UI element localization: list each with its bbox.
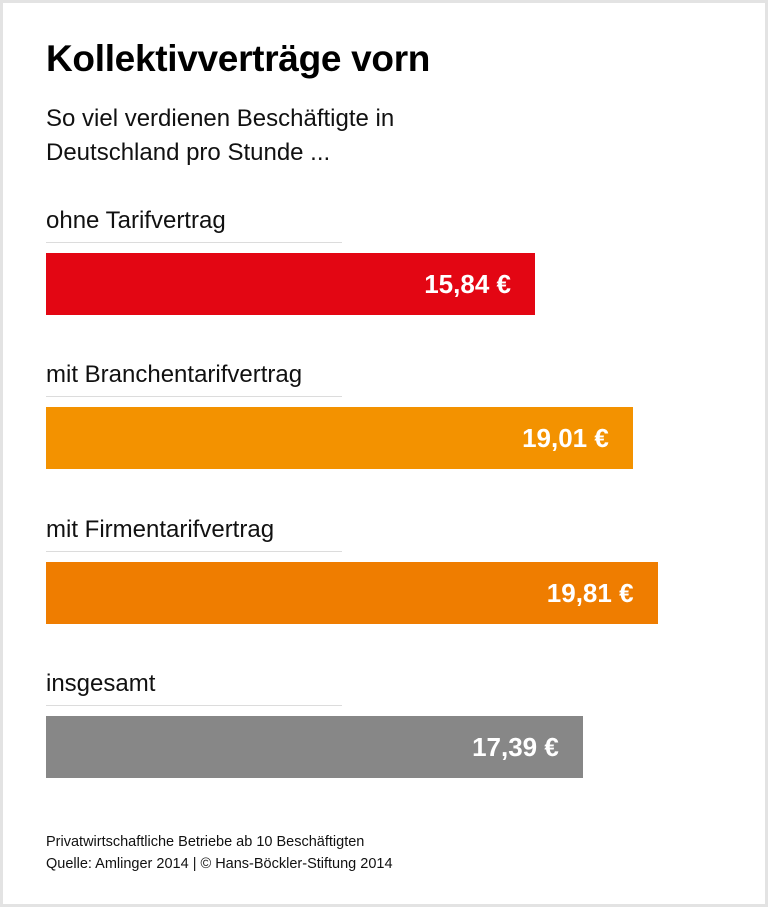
footer-source: Quelle: Amlinger 2014 | © Hans-Böckler-S…	[46, 856, 393, 872]
category-label: mit Firmentarifvertrag	[46, 516, 275, 543]
value-label: 17,39 €	[472, 732, 559, 762]
bar-group: mit Branchentarifvertrag 19,01 €	[46, 361, 726, 491]
bar: 19,81 €	[46, 562, 658, 624]
bar: 19,01 €	[46, 407, 633, 469]
label-rule	[46, 242, 342, 243]
bar-group: insgesamt 17,39 €	[46, 670, 726, 800]
chart-subtitle: So viel verdienen Beschäftigte in Deutsc…	[46, 105, 395, 166]
footer-note: Privatwirtschaftliche Betriebe ab 10 Bes…	[46, 834, 365, 850]
label-rule	[46, 705, 342, 706]
value-label: 19,81 €	[546, 578, 634, 608]
value-label: 15,84 €	[424, 269, 511, 299]
label-rule	[46, 551, 342, 552]
value-label: 19,01 €	[522, 423, 609, 453]
category-label: mit Branchentarifvertrag	[46, 361, 303, 388]
bar-group: ohne Tarifvertrag 15,84 €	[46, 207, 726, 337]
label-rule	[46, 396, 342, 397]
bar: 17,39 €	[46, 716, 583, 778]
chart-title: Kollektivverträge vorn	[46, 38, 431, 79]
bar: 15,84 €	[46, 253, 535, 315]
category-label: insgesamt	[46, 670, 156, 697]
bar-group: mit Firmentarifvertrag 19,81 €	[46, 516, 726, 646]
category-label: ohne Tarifvertrag	[46, 207, 226, 234]
